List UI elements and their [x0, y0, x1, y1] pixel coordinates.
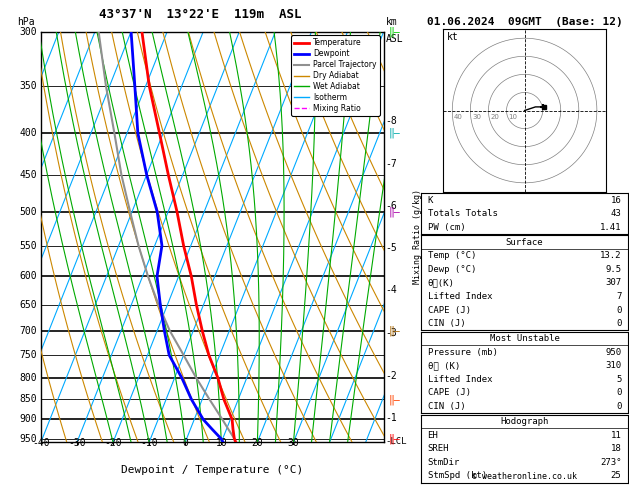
Text: -1: -1: [386, 413, 397, 422]
Text: Pressure (mb): Pressure (mb): [428, 348, 498, 357]
Text: ASL: ASL: [386, 34, 403, 44]
Text: 01.06.2024  09GMT  (Base: 12): 01.06.2024 09GMT (Base: 12): [426, 17, 623, 27]
Text: ‖—: ‖—: [389, 394, 401, 404]
Text: ‖—: ‖—: [389, 207, 401, 217]
Text: -LCL: -LCL: [386, 437, 407, 446]
Text: Dewp (°C): Dewp (°C): [428, 265, 476, 274]
Text: -6: -6: [386, 201, 397, 210]
Text: -20: -20: [104, 438, 122, 449]
Text: 800: 800: [19, 373, 36, 383]
Text: 20: 20: [252, 438, 264, 449]
Text: Dewpoint / Temperature (°C): Dewpoint / Temperature (°C): [121, 465, 303, 475]
Text: -4: -4: [386, 285, 397, 295]
Text: 9.5: 9.5: [606, 265, 621, 274]
Text: 300: 300: [19, 27, 36, 36]
Text: 13.2: 13.2: [600, 251, 621, 260]
Text: 10: 10: [508, 114, 517, 120]
Text: Hodograph: Hodograph: [501, 417, 548, 426]
Text: CAPE (J): CAPE (J): [428, 388, 470, 398]
Text: 650: 650: [19, 299, 36, 310]
Text: 16: 16: [611, 195, 621, 205]
Text: 850: 850: [19, 394, 36, 404]
Text: kt: kt: [447, 33, 459, 42]
Text: 30: 30: [287, 438, 299, 449]
Text: ‖—: ‖—: [389, 434, 401, 444]
Text: 25: 25: [611, 471, 621, 480]
Text: CIN (J): CIN (J): [428, 319, 465, 328]
Text: 5: 5: [616, 375, 621, 384]
Text: Mixing Ratio (g/kg): Mixing Ratio (g/kg): [413, 190, 423, 284]
Text: 450: 450: [19, 170, 36, 180]
Text: Most Unstable: Most Unstable: [489, 334, 560, 343]
Text: StmSpd (kt): StmSpd (kt): [428, 471, 487, 480]
Text: ‖—: ‖—: [389, 326, 401, 336]
Text: -3: -3: [386, 328, 397, 338]
Text: EH: EH: [428, 431, 438, 440]
Text: 18: 18: [611, 444, 621, 453]
Text: km: km: [386, 17, 397, 28]
Text: 30: 30: [472, 114, 481, 120]
Text: 43: 43: [611, 209, 621, 218]
Text: Totals Totals: Totals Totals: [428, 209, 498, 218]
Text: 0: 0: [616, 319, 621, 328]
Text: -7: -7: [386, 158, 397, 169]
Text: hPa: hPa: [17, 17, 35, 28]
Text: 700: 700: [19, 326, 36, 336]
Text: © weatheronline.co.uk: © weatheronline.co.uk: [472, 472, 577, 481]
Text: 900: 900: [19, 415, 36, 424]
Text: θᴇ(K): θᴇ(K): [428, 278, 455, 288]
Text: 400: 400: [19, 128, 36, 138]
Text: SREH: SREH: [428, 444, 449, 453]
Legend: Temperature, Dewpoint, Parcel Trajectory, Dry Adiabat, Wet Adiabat, Isotherm, Mi: Temperature, Dewpoint, Parcel Trajectory…: [291, 35, 380, 116]
Text: 750: 750: [19, 350, 36, 360]
Text: 500: 500: [19, 207, 36, 217]
Text: ‖—: ‖—: [389, 128, 401, 139]
Text: -8: -8: [386, 117, 397, 126]
Text: θᴇ (K): θᴇ (K): [428, 361, 460, 370]
Text: -40: -40: [32, 438, 50, 449]
Text: 950: 950: [606, 348, 621, 357]
Text: K: K: [428, 195, 433, 205]
Text: 1.41: 1.41: [600, 223, 621, 232]
Text: 7: 7: [616, 292, 621, 301]
Text: 40: 40: [454, 114, 463, 120]
Text: -30: -30: [68, 438, 86, 449]
Text: 600: 600: [19, 271, 36, 281]
Text: 310: 310: [606, 361, 621, 370]
Text: 10: 10: [216, 438, 227, 449]
Text: 273°: 273°: [600, 458, 621, 467]
Text: ‖—: ‖—: [389, 26, 401, 37]
Text: StmDir: StmDir: [428, 458, 460, 467]
Text: 43°37'N  13°22'E  119m  ASL: 43°37'N 13°22'E 119m ASL: [99, 8, 302, 21]
Text: Lifted Index: Lifted Index: [428, 375, 492, 384]
Text: CIN (J): CIN (J): [428, 402, 465, 411]
Text: 20: 20: [490, 114, 499, 120]
Text: Lifted Index: Lifted Index: [428, 292, 492, 301]
Text: -5: -5: [386, 243, 397, 253]
Text: 307: 307: [606, 278, 621, 288]
Text: CAPE (J): CAPE (J): [428, 306, 470, 314]
Text: 0: 0: [616, 402, 621, 411]
Text: 350: 350: [19, 81, 36, 91]
Text: 950: 950: [19, 434, 36, 444]
Text: 0: 0: [616, 388, 621, 398]
Text: 0: 0: [182, 438, 188, 449]
Text: -10: -10: [140, 438, 158, 449]
Text: Temp (°C): Temp (°C): [428, 251, 476, 260]
Text: -2: -2: [386, 371, 397, 381]
Text: PW (cm): PW (cm): [428, 223, 465, 232]
Text: Surface: Surface: [506, 238, 543, 247]
Text: 550: 550: [19, 241, 36, 251]
Text: 11: 11: [611, 431, 621, 440]
Text: 0: 0: [616, 306, 621, 314]
